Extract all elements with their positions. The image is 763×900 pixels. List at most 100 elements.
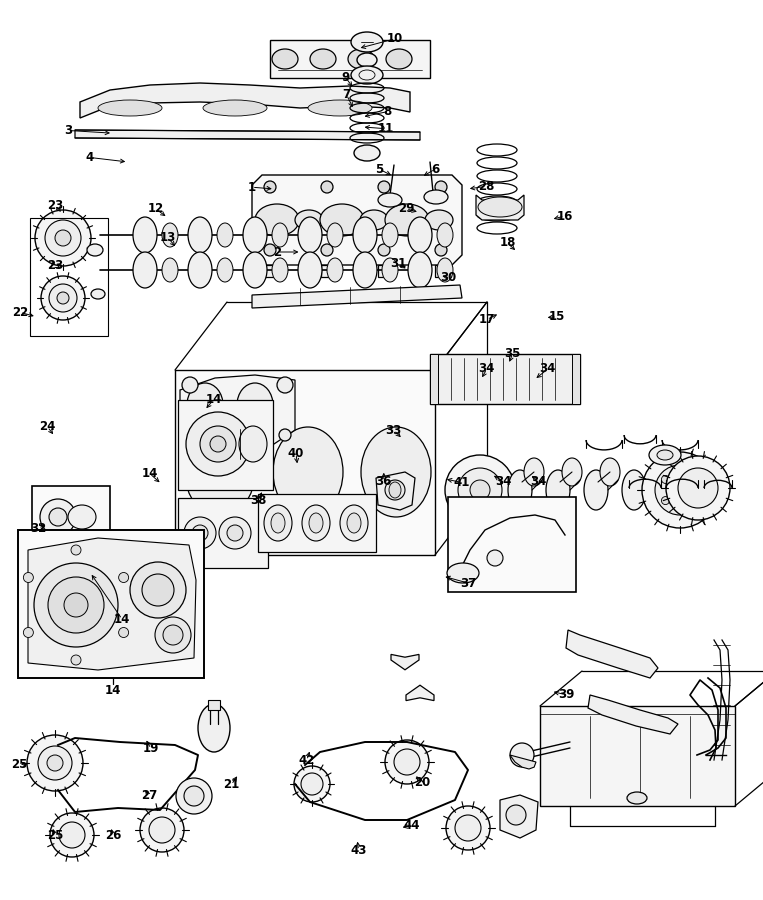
Ellipse shape xyxy=(255,204,299,236)
Bar xyxy=(321,265,337,277)
Circle shape xyxy=(186,412,250,476)
Circle shape xyxy=(200,426,236,462)
Circle shape xyxy=(184,517,216,549)
Ellipse shape xyxy=(272,258,288,282)
Text: 29: 29 xyxy=(398,202,414,215)
Circle shape xyxy=(378,244,390,256)
Polygon shape xyxy=(28,538,196,670)
Circle shape xyxy=(264,244,276,256)
Bar xyxy=(430,354,438,404)
Ellipse shape xyxy=(382,223,398,247)
Circle shape xyxy=(34,563,118,647)
Ellipse shape xyxy=(340,505,368,541)
Ellipse shape xyxy=(91,289,105,299)
Ellipse shape xyxy=(408,252,432,288)
Circle shape xyxy=(506,805,526,825)
Circle shape xyxy=(48,577,104,633)
Circle shape xyxy=(64,593,88,617)
Ellipse shape xyxy=(357,53,377,67)
Ellipse shape xyxy=(389,482,401,498)
Text: 21: 21 xyxy=(223,778,240,791)
Text: 14: 14 xyxy=(105,683,121,697)
Ellipse shape xyxy=(271,513,285,533)
Text: 30: 30 xyxy=(440,271,457,284)
Text: 4: 4 xyxy=(86,151,94,164)
Bar xyxy=(540,706,735,806)
Text: 15: 15 xyxy=(549,310,565,323)
Ellipse shape xyxy=(98,100,162,116)
Circle shape xyxy=(142,574,174,606)
Text: 20: 20 xyxy=(414,777,430,789)
Circle shape xyxy=(662,475,669,483)
Ellipse shape xyxy=(188,217,212,253)
Circle shape xyxy=(694,486,702,494)
Circle shape xyxy=(130,562,186,618)
Ellipse shape xyxy=(320,204,364,236)
Circle shape xyxy=(470,480,490,500)
Text: 5: 5 xyxy=(375,163,383,176)
Circle shape xyxy=(35,210,91,266)
Ellipse shape xyxy=(562,458,582,486)
Polygon shape xyxy=(500,795,538,838)
Polygon shape xyxy=(75,130,420,140)
Text: 43: 43 xyxy=(350,844,367,857)
Polygon shape xyxy=(391,654,419,670)
Circle shape xyxy=(378,181,390,193)
Circle shape xyxy=(510,743,534,767)
Circle shape xyxy=(163,625,183,645)
Text: 17: 17 xyxy=(478,313,495,326)
Circle shape xyxy=(301,773,323,795)
Ellipse shape xyxy=(308,100,372,116)
Ellipse shape xyxy=(425,210,453,230)
Circle shape xyxy=(182,377,198,393)
Ellipse shape xyxy=(649,445,681,465)
Ellipse shape xyxy=(437,223,453,247)
Text: 38: 38 xyxy=(250,494,266,507)
Text: 23: 23 xyxy=(47,199,64,212)
Text: 23: 23 xyxy=(47,259,64,272)
Text: 19: 19 xyxy=(143,742,159,755)
Circle shape xyxy=(155,617,191,653)
Polygon shape xyxy=(566,630,658,678)
Bar xyxy=(208,700,220,710)
Ellipse shape xyxy=(302,505,330,541)
Bar xyxy=(258,494,376,552)
Circle shape xyxy=(487,550,503,566)
Ellipse shape xyxy=(351,66,383,84)
Ellipse shape xyxy=(508,470,532,510)
Circle shape xyxy=(446,806,490,850)
Text: 9: 9 xyxy=(342,71,349,84)
Circle shape xyxy=(642,452,718,528)
Text: 42: 42 xyxy=(298,754,315,767)
Ellipse shape xyxy=(133,217,157,253)
Text: 37: 37 xyxy=(460,577,477,590)
Text: 1: 1 xyxy=(248,181,256,194)
Text: 34: 34 xyxy=(478,363,495,375)
Ellipse shape xyxy=(600,458,620,486)
Text: 39: 39 xyxy=(558,688,575,701)
Ellipse shape xyxy=(437,258,453,282)
Ellipse shape xyxy=(354,145,380,161)
Ellipse shape xyxy=(359,70,375,80)
Circle shape xyxy=(662,497,669,505)
Circle shape xyxy=(445,455,515,525)
Ellipse shape xyxy=(272,223,288,247)
Circle shape xyxy=(38,746,72,780)
Text: 11: 11 xyxy=(378,122,394,135)
Ellipse shape xyxy=(385,204,429,236)
Ellipse shape xyxy=(478,197,522,217)
Ellipse shape xyxy=(378,193,402,207)
Text: 24: 24 xyxy=(39,420,56,433)
Circle shape xyxy=(184,786,204,806)
Circle shape xyxy=(57,292,69,304)
Ellipse shape xyxy=(217,223,233,247)
Ellipse shape xyxy=(298,252,322,288)
Circle shape xyxy=(655,465,705,515)
Bar xyxy=(178,400,273,490)
Circle shape xyxy=(118,627,129,637)
Bar xyxy=(448,497,576,592)
Circle shape xyxy=(41,276,85,320)
Text: 28: 28 xyxy=(478,180,495,193)
Circle shape xyxy=(385,480,405,500)
Ellipse shape xyxy=(353,252,377,288)
